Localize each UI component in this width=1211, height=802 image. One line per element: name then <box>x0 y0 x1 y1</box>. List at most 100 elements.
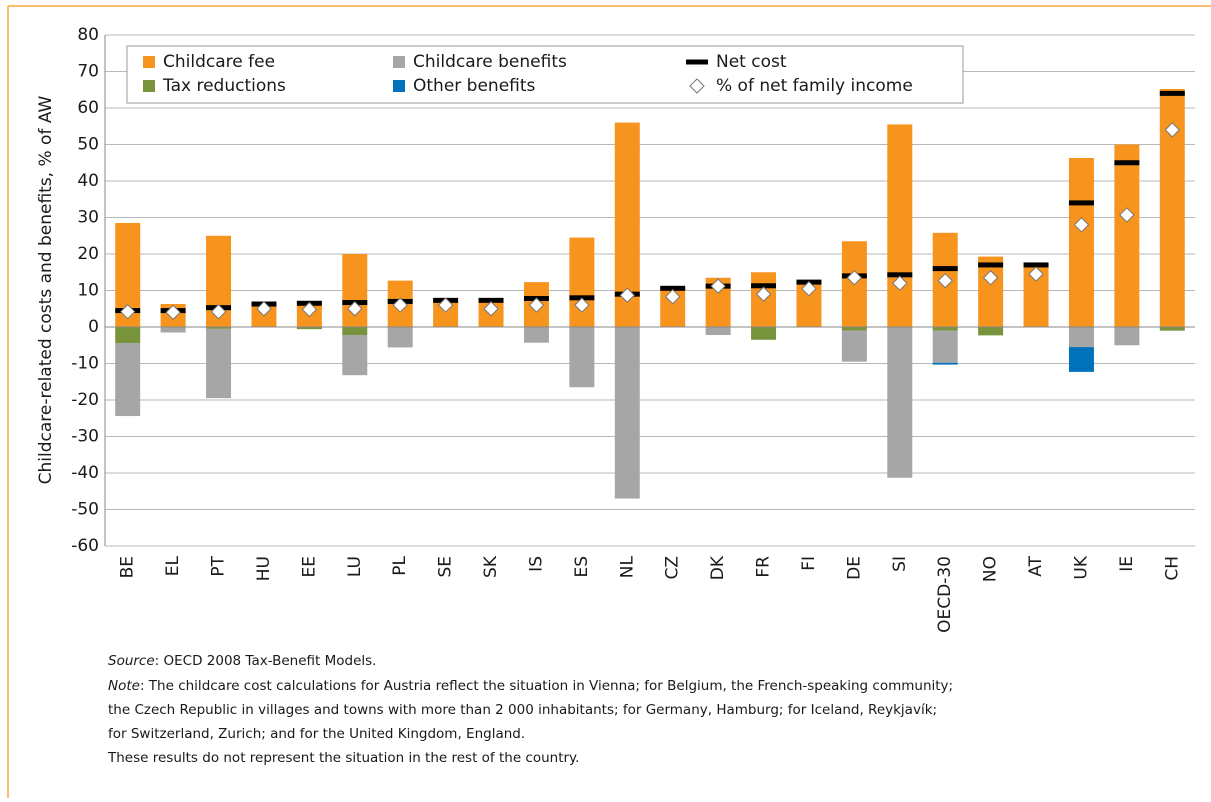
bar-segment <box>342 327 368 336</box>
x-tick-label: NL <box>617 555 637 578</box>
x-tick-label: DK <box>708 555 728 580</box>
x-tick-label: LU <box>345 556 365 577</box>
x-tick-label: DE <box>844 556 864 580</box>
bar-segment <box>387 327 413 348</box>
legend-label: Net cost <box>716 52 787 72</box>
income-share-marker <box>982 270 999 286</box>
y-axis-label: Childcare-related costs and benefits, % … <box>36 95 56 484</box>
y-tick-label: 80 <box>77 25 99 45</box>
x-tick-label: BE <box>118 556 138 578</box>
income-share-marker <box>1119 207 1135 223</box>
bar-segment <box>614 327 640 499</box>
income-share-marker <box>892 275 908 291</box>
income-share-marker <box>528 297 545 313</box>
income-share-marker <box>574 297 590 313</box>
bar-segment <box>115 327 141 344</box>
bar-segment <box>887 327 913 478</box>
net-cost-marker <box>1159 90 1185 96</box>
net-cost-marker <box>660 285 686 291</box>
x-tick-label: SE <box>436 556 456 578</box>
net-cost-marker <box>1114 160 1140 166</box>
x-tick-label: IE <box>1117 556 1137 572</box>
legend-swatch <box>393 56 405 68</box>
x-tick-label: SI <box>890 556 910 572</box>
x-tick-label: OECD-30 <box>935 556 955 633</box>
legend-box <box>126 45 964 104</box>
legend-swatch <box>143 80 155 92</box>
bar-segment <box>1068 327 1094 348</box>
source: Source: OECD 2008 Tax-Benefit Models. <box>108 653 376 669</box>
income-share-marker <box>665 288 681 305</box>
note-label: Note <box>108 678 140 694</box>
net-cost-marker <box>1023 262 1049 268</box>
bar-segment <box>932 362 958 365</box>
x-tick-label: FI <box>799 556 819 571</box>
bar-segment <box>1068 158 1094 327</box>
income-share-marker <box>937 272 953 289</box>
bar-segment <box>342 335 368 376</box>
legend-label: Childcare benefits <box>413 52 567 72</box>
legend-label: % of net family income <box>716 76 913 96</box>
income-share-marker <box>437 297 454 313</box>
y-tick-label: -10 <box>71 354 99 374</box>
x-tick-label: PT <box>209 555 229 576</box>
x-tick-label: IS <box>526 556 546 572</box>
bar-segment <box>206 327 232 329</box>
legend-swatch <box>143 56 155 68</box>
bar-segment <box>569 237 595 327</box>
income-share-marker <box>210 303 227 320</box>
net-cost-marker <box>887 272 913 278</box>
income-share-marker <box>801 280 817 297</box>
bar-segment <box>932 327 958 331</box>
x-tick-label: UK <box>1071 555 1091 579</box>
income-share-marker <box>755 286 772 302</box>
income-share-marker <box>165 304 181 321</box>
net-cost-marker <box>1068 200 1094 206</box>
net-cost-marker <box>751 283 777 289</box>
note: Note: The childcare cost calculations fo… <box>108 678 953 694</box>
y-tick-label: 30 <box>77 208 99 228</box>
y-tick-label: -20 <box>71 390 99 410</box>
x-tick-label: AT <box>1026 555 1046 576</box>
income-share-marker <box>301 301 318 318</box>
source-label: Source <box>108 653 155 669</box>
bar-segment <box>705 327 731 336</box>
x-tick-label: FR <box>754 556 774 578</box>
income-share-marker <box>846 270 863 286</box>
bar-segment <box>1114 144 1140 327</box>
bar-segment <box>978 256 1004 327</box>
note-line: These results do not represent the situa… <box>107 750 579 766</box>
income-share-marker <box>483 301 499 317</box>
income-share-marker <box>120 303 136 320</box>
legend-label: Other benefits <box>413 76 536 96</box>
net-cost-marker <box>932 266 958 272</box>
bar-segment <box>160 327 186 333</box>
x-tick-label: PL <box>390 555 410 575</box>
x-tick-label: ES <box>572 556 592 578</box>
bar-segment <box>978 327 1004 336</box>
income-share-marker <box>619 287 635 303</box>
x-tick-label: NO <box>981 556 1001 582</box>
x-tick-label: CZ <box>663 556 683 580</box>
y-tick-label: 70 <box>77 62 99 82</box>
bar-segment <box>887 124 913 327</box>
x-tick-label: EL <box>163 555 183 576</box>
x-tick-label: SK <box>481 555 501 578</box>
legend-label: Childcare fee <box>163 52 275 72</box>
bar-segment <box>751 327 777 340</box>
legend-swatch <box>689 78 705 94</box>
income-share-marker <box>256 301 272 317</box>
income-share-marker <box>1028 266 1044 282</box>
x-tick-label: CH <box>1162 556 1182 581</box>
y-tick-label: 0 <box>88 317 99 337</box>
bar-segment <box>523 327 549 343</box>
y-tick-label: 10 <box>77 281 99 301</box>
note-line: for Switzerland, Zurich; and for the Uni… <box>108 726 525 742</box>
bar-segment <box>932 330 958 363</box>
bar-segment <box>296 327 322 330</box>
y-tick-label: -30 <box>71 427 99 447</box>
legend-swatch <box>393 80 405 92</box>
bar-segment <box>1068 347 1094 372</box>
y-tick-label: -60 <box>71 536 99 556</box>
